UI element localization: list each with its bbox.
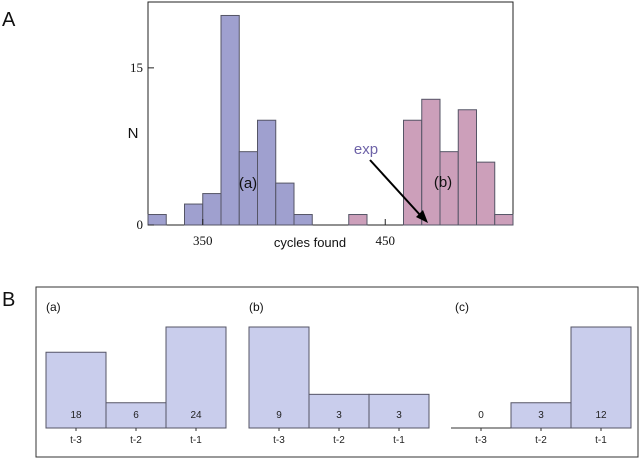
mini-chart-label-2: (c) [455,300,469,314]
mini-bar-1-0 [248,326,310,429]
exp-arrow-line [369,159,422,217]
mini-bar-0-2 [165,326,227,429]
mini-cat-label-1-1: t-2 [333,435,345,446]
histogram-bar-a-2 [202,193,222,226]
panel-a-letter: A [2,9,16,31]
exp-arrow-head [416,210,428,223]
histogram-bar-b-1 [403,119,423,226]
histogram-bar-b-4 [457,109,477,226]
series-a-label: (a) [239,175,257,192]
y-axis-title: N [128,125,139,142]
mini-cat-label-0-0: t-3 [70,435,82,446]
histogram-bar-a-1 [184,203,204,226]
panel-b: B (a) 18 t-3 6 t-2 24 t-1 (b) 9 t-3 3 t-2 3 t-1 (c) 0 t-… [2,286,639,458]
mini-bar-0-0 [45,351,107,429]
mini-bar-2-1 [510,402,572,429]
histogram-bar-b-6 [494,214,514,226]
mini-bar-value-2-2: 12 [595,410,607,421]
histogram-bar-a-5 [257,119,277,226]
histogram-bar-b-5 [476,161,496,226]
exp-annotation: exp [354,141,378,158]
plot-frame [147,1,514,226]
histogram-bar-a-7 [293,214,313,226]
mini-cat-label-2-0: t-3 [475,435,487,446]
mini-bar-value-1-1: 3 [336,410,342,421]
mini-charts: (a) 18 t-3 6 t-2 24 t-1 (b) 9 t-3 3 t-2 3 t-1 (c) 0 t-3 3… [45,300,632,446]
y-tick-label-1: 15 [130,60,143,75]
series-b-label: (b) [434,174,452,191]
histogram-bar-a-0 [147,214,167,226]
axis-ticks: 0 15 350 450 [130,60,395,248]
mini-bar-value-2-0: 0 [478,410,484,421]
mini-bar-value-1-0: 9 [276,410,282,421]
panel-b-letter: B [2,289,15,311]
mini-bar-2-2 [570,326,632,429]
y-tick-label-0: 0 [137,217,144,232]
mini-bar-value-2-1: 3 [538,410,544,421]
panel-a: A 0 15 350 450 cycles found N (a) (b) exp [2,1,514,250]
x-tick-label-0: 350 [193,233,213,248]
histogram-bar-a-6 [275,182,295,226]
mini-cat-label-1-0: t-3 [273,435,285,446]
x-axis-title: cycles found [274,235,346,250]
mini-bar-value-0-0: 18 [70,410,82,421]
mini-cat-label-1-2: t-1 [393,435,405,446]
x-tick-label-1: 450 [376,233,396,248]
mini-cat-label-2-2: t-1 [595,435,607,446]
mini-cat-label-0-2: t-1 [190,435,202,446]
histogram-bar-b-2 [421,98,441,226]
mini-bar-value-1-2: 3 [396,410,402,421]
mini-bar-1-2 [368,393,430,429]
mini-bar-value-0-2: 24 [190,410,202,421]
panel-b-frame [35,286,639,458]
histogram-bar-b-0 [348,214,368,226]
mini-cat-label-0-1: t-2 [130,435,142,446]
mini-cat-label-2-1: t-2 [535,435,547,446]
mini-bar-value-0-1: 6 [133,410,139,421]
histogram-bar-a-3 [220,14,240,226]
histogram-bars [147,14,514,226]
mini-chart-label-0: (a) [46,300,61,314]
mini-chart-label-1: (b) [249,300,264,314]
